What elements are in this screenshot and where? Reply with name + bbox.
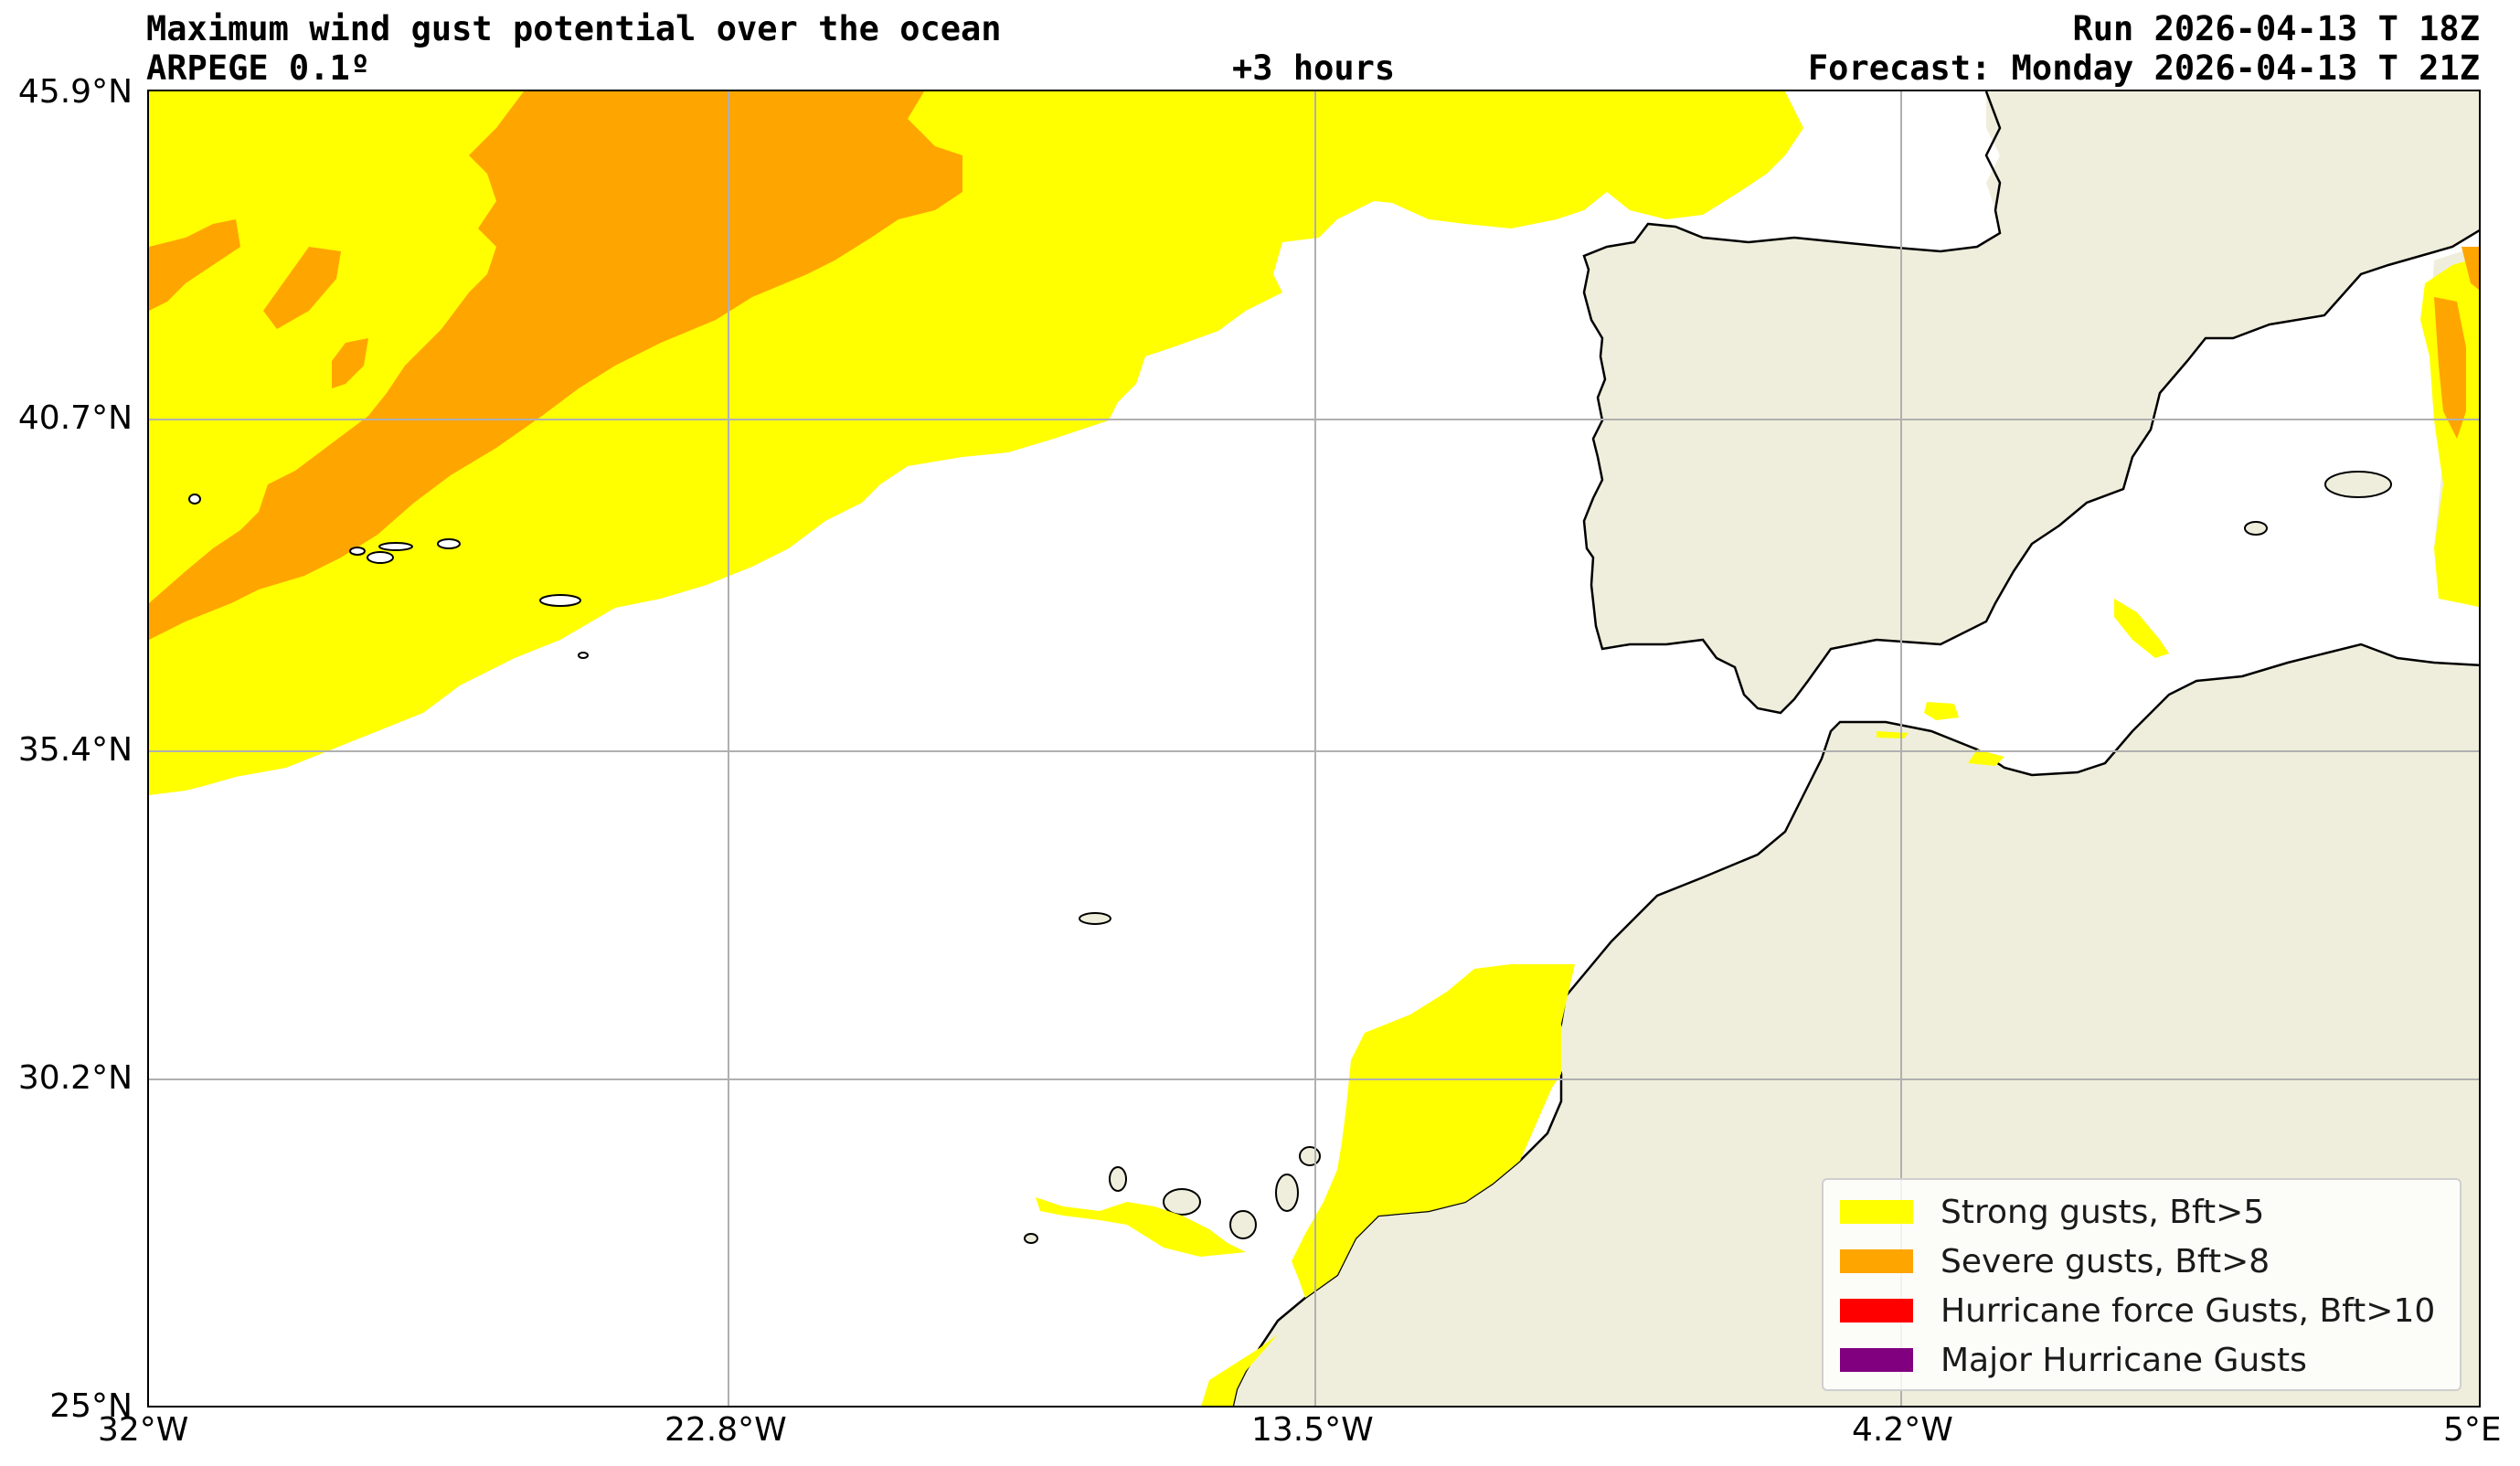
strong-gust-area-alboran-3 xyxy=(1968,749,2004,766)
y-tick-label: 25°N xyxy=(49,1387,133,1425)
land-azores-7 xyxy=(578,652,589,659)
model-label: ARPEGE 0.1º xyxy=(146,48,371,88)
x-tick-label: 5°E xyxy=(2443,1411,2502,1449)
land-madeira xyxy=(1079,912,1111,925)
strong-gust-area-alboran-1 xyxy=(1924,702,1959,720)
x-tick-label: 13.5°W xyxy=(1251,1411,1374,1449)
strong-gust-area-morocco-south xyxy=(1201,1334,1278,1406)
lead-time-label: +3 hours xyxy=(1232,48,1396,88)
legend-swatch-hurricane xyxy=(1840,1299,1913,1323)
land-canary-7 xyxy=(1024,1233,1038,1244)
x-tick-label: 32°W xyxy=(98,1411,189,1449)
run-label: Run 2026-04-13 T 18Z xyxy=(2072,9,2480,48)
land-canary-4 xyxy=(1275,1174,1299,1212)
severe-gust-area-patch-a xyxy=(263,247,341,329)
land-azores-1 xyxy=(188,494,201,505)
legend-item-hurricane: Hurricane force Gusts, Bft>10 xyxy=(1840,1290,2435,1332)
legend-label-hurricane: Hurricane force Gusts, Bft>10 xyxy=(1941,1291,2436,1330)
land-canary-1 xyxy=(1109,1166,1127,1192)
land-europe xyxy=(1584,91,2479,713)
severe-gust-area-northwest xyxy=(149,219,240,311)
land-azores-3 xyxy=(367,551,394,564)
land-azores-4 xyxy=(378,542,413,551)
coastline-europe xyxy=(1582,91,2479,715)
land-azores-2 xyxy=(349,547,366,556)
legend-label-strong: Strong gusts, Bft>5 xyxy=(1941,1193,2265,1231)
severe-gust-area-corsica xyxy=(2434,297,2466,439)
land-ibiza xyxy=(2244,521,2268,536)
legend-item-severe: Severe gusts, Bft>8 xyxy=(1840,1240,2270,1282)
map-legend: Strong gusts, Bft>5 Severe gusts, Bft>8 … xyxy=(1822,1178,2462,1391)
x-tick-label: 22.8°W xyxy=(665,1411,787,1449)
legend-item-strong: Strong gusts, Bft>5 xyxy=(1840,1191,2264,1233)
y-tick-label: 35.4°N xyxy=(17,731,133,769)
severe-gust-area-patch-b xyxy=(332,338,368,388)
y-tick-label: 30.2°N xyxy=(17,1059,133,1097)
map-area[interactable] xyxy=(147,90,2481,1408)
land-canary-2 xyxy=(1163,1188,1201,1216)
map-canvas xyxy=(149,91,2479,1406)
land-canary-5 xyxy=(1299,1146,1321,1166)
severe-gust-area-corsica-north xyxy=(2462,247,2479,290)
land-azores-6 xyxy=(539,594,581,607)
land-canary-3 xyxy=(1229,1210,1257,1239)
legend-item-major-hurricane: Major Hurricane Gusts xyxy=(1840,1339,2307,1381)
legend-swatch-major-hurricane xyxy=(1840,1348,1913,1372)
legend-swatch-severe xyxy=(1840,1249,1913,1273)
x-tick-label: 4.2°W xyxy=(1852,1411,1953,1449)
land-azores-5 xyxy=(437,538,461,549)
strong-gust-area-canaries xyxy=(1036,1197,1246,1257)
strong-gust-area-morocco xyxy=(1292,964,1575,1298)
legend-label-major-hurricane: Major Hurricane Gusts xyxy=(1941,1341,2307,1379)
legend-label-severe: Severe gusts, Bft>8 xyxy=(1941,1242,2270,1280)
forecast-label: Forecast: Monday 2026-04-13 T 21Z xyxy=(1807,48,2480,88)
strong-gust-area-balearic-south xyxy=(2114,599,2169,658)
land-mallorca xyxy=(2324,471,2392,498)
legend-swatch-strong xyxy=(1840,1200,1913,1224)
graticule xyxy=(149,91,2479,1406)
severe-gust-area-atlantic xyxy=(149,91,962,640)
y-tick-label: 45.9°N xyxy=(17,73,133,111)
y-tick-label: 40.7°N xyxy=(17,399,133,437)
map-title: Maximum wind gust potential over the oce… xyxy=(146,9,1002,48)
